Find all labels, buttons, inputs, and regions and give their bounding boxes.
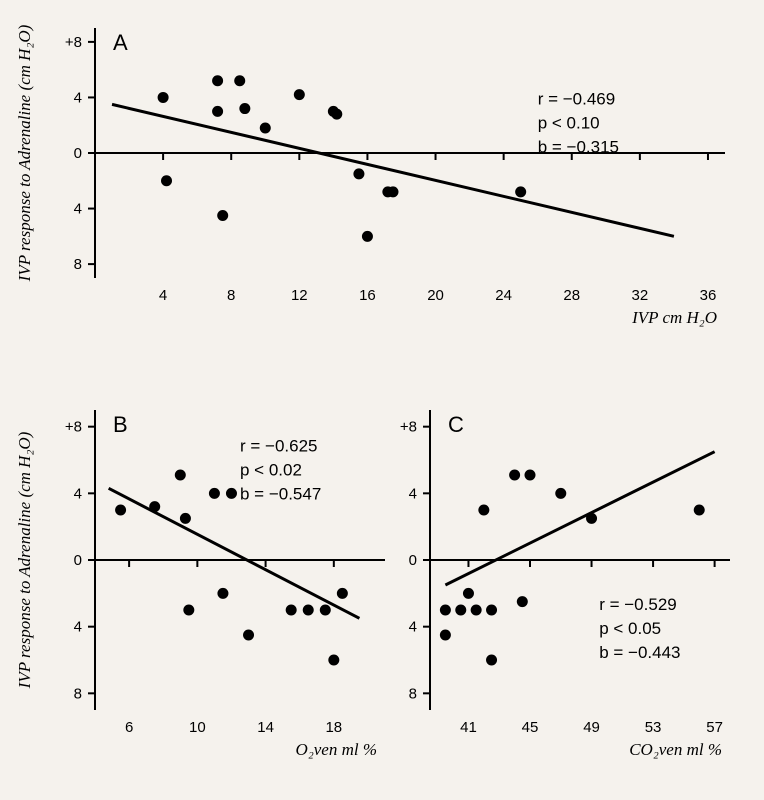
panel-a-ytick-label: 4 <box>74 201 82 218</box>
panel-b-data-point <box>320 605 331 616</box>
panel-c-xtick-label: 57 <box>706 719 723 736</box>
panel-a: 4 8 12 16 20 24 28 32 36 8 4 0 4 +8 Ar = −0.469 p < 0.1… <box>65 28 725 327</box>
panel-b: 6 10 14 18 8 4 0 4 +8 Br = −0.625 p < 0.02 b = −0.5… <box>65 410 385 759</box>
panel-b-data-point <box>243 630 254 641</box>
panel-b-data-point <box>303 605 314 616</box>
panel-b-data-point <box>337 588 348 599</box>
panel-a-data-point <box>294 89 305 100</box>
panel-c-data-point <box>586 513 597 524</box>
panel-b-regression-line <box>109 488 360 618</box>
panel-c: 41 45 49 53 57 8 4 0 4 +8 Cr = −0.529 p < 0.05 b = −… <box>400 410 730 759</box>
panel-c-ytick-label: +8 <box>400 419 417 436</box>
panel-a-data-point <box>239 103 250 114</box>
panel-a-xtick-label: 28 <box>563 287 580 304</box>
panel-a-ytick-label: 4 <box>74 89 82 106</box>
panel-a-data-point <box>234 75 245 86</box>
panel-c-data-point <box>471 605 482 616</box>
panel-b-xtick-label: 10 <box>189 719 206 736</box>
panel-c-data-point <box>525 470 536 481</box>
panel-c-data-point <box>486 655 497 666</box>
panel-a-data-point <box>161 175 172 186</box>
panel-a-stats-line: b = −0.315 <box>538 137 619 156</box>
panel-b-data-point <box>217 588 228 599</box>
panel-c-data-point <box>440 605 451 616</box>
panel-b-data-point <box>180 513 191 524</box>
panel-c-data-point <box>463 588 474 599</box>
panel-b-stats-line: b = −0.547 <box>240 485 321 504</box>
panel-a-data-point <box>212 75 223 86</box>
panel-c-data-point <box>455 605 466 616</box>
panel-c-stats-line: b = −0.443 <box>599 643 680 662</box>
panel-b-stats-line: p < 0.02 <box>240 461 302 480</box>
panel-b-ytick-label: +8 <box>65 419 82 436</box>
panel-a-data-point <box>387 186 398 197</box>
panel-a-data-point <box>260 123 271 134</box>
panel-c-stats-line: p < 0.05 <box>599 619 661 638</box>
panel-b-xtick-label: 14 <box>257 719 274 736</box>
panel-c-data-point <box>694 505 705 516</box>
panel-a-data-point <box>353 168 364 179</box>
panel-c-ytick-label: 4 <box>409 619 417 636</box>
panel-b-data-point <box>149 501 160 512</box>
panel-c-ytick-label: 4 <box>409 485 417 502</box>
panel-a-xtick-label: 8 <box>227 287 235 304</box>
panel-c-data-point <box>517 596 528 607</box>
panel-c-data-point <box>440 630 451 641</box>
panel-a-data-point <box>331 109 342 120</box>
panel-a-data-point <box>217 210 228 221</box>
panel-a-stats-line: r = −0.469 <box>538 89 616 108</box>
panel-c-stats-line: r = −0.529 <box>599 595 677 614</box>
panel-b-xtick-label: 18 <box>325 719 342 736</box>
panel-b-ytick-label: 0 <box>74 552 82 569</box>
panel-a-xtick-label: 12 <box>291 287 308 304</box>
panel-b-label: B <box>113 412 128 437</box>
panel-c-ytick-label: 8 <box>409 685 417 702</box>
panel-b-data-point <box>115 505 126 516</box>
panel-a-data-point <box>212 106 223 117</box>
panel-c-data-point <box>486 605 497 616</box>
panel-b-data-point <box>286 605 297 616</box>
panel-a-xtick-label: 36 <box>700 287 717 304</box>
panel-c-data-point <box>478 505 489 516</box>
panel-a-stats-line: p < 0.10 <box>538 113 600 132</box>
figure-svg: 4 8 12 16 20 24 28 32 36 8 4 0 4 +8 Ar = −0.469 p < 0.1… <box>0 0 764 800</box>
panel-a-xtick-label: 20 <box>427 287 444 304</box>
panel-c-xtick-label: 53 <box>645 719 662 736</box>
panel-c-xlabel: CO₂ven ml % <box>629 740 722 759</box>
panel-b-ytick-label: 8 <box>74 685 82 702</box>
ylabel-bottom: IVP response to Adrenaline (cm H₂O) <box>15 431 34 689</box>
panel-b-stats-line: r = −0.625 <box>240 437 318 456</box>
panel-b-data-point <box>328 655 339 666</box>
figure-page: 4 8 12 16 20 24 28 32 36 8 4 0 4 +8 Ar = −0.469 p < 0.1… <box>0 0 764 800</box>
panel-c-data-point <box>509 470 520 481</box>
panel-c-xtick-label: 49 <box>583 719 600 736</box>
panel-a-xtick-label: 32 <box>632 287 649 304</box>
panel-a-data-point <box>515 186 526 197</box>
panel-c-regression-line <box>445 452 714 585</box>
panel-c-xtick-label: 45 <box>522 719 539 736</box>
ylabel-top: IVP response to Adrenaline (cm H₂O) <box>15 24 34 282</box>
panel-c-ytick-label: 0 <box>409 552 417 569</box>
panel-c-label: C <box>448 412 464 437</box>
panel-b-data-point <box>209 488 220 499</box>
panel-a-ytick-label: 8 <box>74 256 82 273</box>
panel-b-ytick-label: 4 <box>74 485 82 502</box>
panel-a-xtick-label: 16 <box>359 287 376 304</box>
panel-a-xtick-label: 4 <box>159 287 167 304</box>
panel-b-data-point <box>183 605 194 616</box>
panel-b-data-point <box>226 488 237 499</box>
panel-c-xtick-label: 41 <box>460 719 477 736</box>
panel-b-xtick-label: 6 <box>125 719 133 736</box>
panel-c-data-point <box>555 488 566 499</box>
panel-b-xlabel: O₂ven ml % <box>296 740 377 759</box>
panel-a-data-point <box>158 92 169 103</box>
panel-a-ytick-label: +8 <box>65 34 82 51</box>
panel-b-ytick-label: 4 <box>74 619 82 636</box>
panel-a-ytick-label: 0 <box>74 145 82 162</box>
panel-b-data-point <box>175 470 186 481</box>
panel-a-xtick-label: 24 <box>495 287 512 304</box>
panel-a-data-point <box>362 231 373 242</box>
panel-a-label: A <box>113 30 128 55</box>
panel-a-xlabel: IVP cm H₂O <box>631 308 717 327</box>
